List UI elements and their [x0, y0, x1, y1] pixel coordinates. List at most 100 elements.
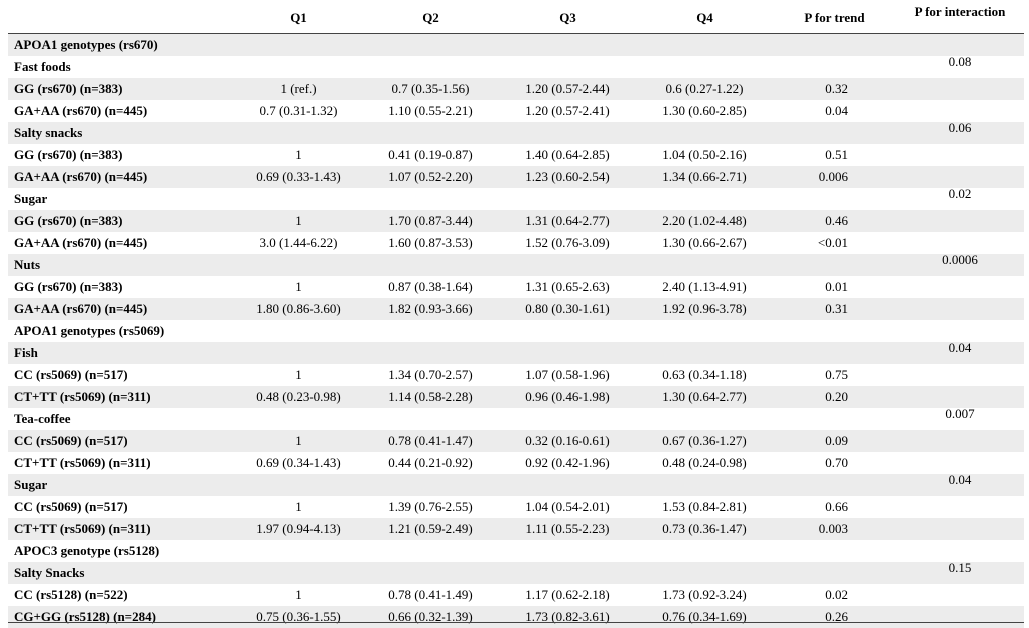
p-trend-cell: 0.20 [825, 389, 848, 404]
subgroup-row: Nuts 0.0006 [8, 252, 1024, 276]
table-row: GG (rs670) (n=383) 1 0.41 (0.19-0.87) 1.40 … [8, 144, 1024, 166]
header-cell-q4: Q4 [696, 10, 713, 25]
q2-cell: 1.10 (0.55-2.21) [388, 103, 473, 118]
q4-cell: 2.20 (1.02-4.48) [662, 213, 747, 228]
table-row: CC (rs5069) (n=517) 1 1.39 (0.76-2.55) 1.04… [8, 496, 1024, 518]
row-label: CT+TT (rs5069) (n=311) [14, 389, 151, 404]
q4-cell: 1.30 (0.66-2.67) [662, 235, 747, 250]
q1-cell: 0.69 (0.34-1.43) [256, 455, 341, 470]
q3-cell: 1.23 (0.60-2.54) [525, 169, 610, 184]
q4-cell: 1.30 (0.60-2.85) [662, 103, 747, 118]
table-row: CT+TT (rs5069) (n=311) 1.97 (0.94-4.13) 1.… [8, 518, 1024, 540]
table-row: GG (rs670) (n=383) 1 1.70 (0.87-3.44) 1.31 … [8, 210, 1024, 232]
header-cell-q2: Q2 [422, 10, 439, 25]
subgroup-row: Fast foods 0.08 [8, 54, 1024, 78]
q2-cell: 0.78 (0.41-1.49) [388, 587, 473, 602]
row-label: GA+AA (rs670) (n=445) [14, 235, 148, 250]
q3-cell: 1.40 (0.64-2.85) [525, 147, 610, 162]
p-trend-cell: 0.26 [825, 609, 848, 624]
q4-cell: 1.30 (0.64-2.77) [662, 389, 747, 404]
table-row: GA+AA (rs670) (n=445) 3.0 (1.44-6.22) 1.60… [8, 232, 1024, 254]
q3-cell: 1.20 (0.57-2.44) [525, 81, 610, 96]
q3-cell: 1.04 (0.54-2.01) [525, 499, 610, 514]
row-label: GA+AA (rs670) (n=445) [14, 103, 148, 118]
p-interaction-cell: 0.02 [948, 186, 972, 201]
p-interaction-cell: 0.04 [948, 472, 972, 487]
table-bottom-rule [8, 622, 1024, 623]
row-label: APOA1 genotypes (rs5069) [14, 323, 165, 338]
q2-cell: 1.34 (0.70-2.57) [388, 367, 473, 382]
p-trend-cell: <0.01 [817, 235, 848, 250]
row-label: Fish [14, 345, 38, 360]
q2-cell: 1.60 (0.87-3.53) [388, 235, 473, 250]
q3-cell: 0.92 (0.42-1.96) [525, 455, 610, 470]
q2-cell: 0.66 (0.32-1.39) [388, 609, 473, 624]
p-trend-cell: 0.02 [825, 587, 848, 602]
row-label: CT+TT (rs5069) (n=311) [14, 521, 151, 536]
q1-cell: 1 [295, 433, 302, 448]
section-header-row: APOA1 genotypes (rs670) [8, 34, 1024, 56]
row-label: CC (rs5069) (n=517) [14, 499, 128, 514]
q2-cell: 1.39 (0.76-2.55) [388, 499, 473, 514]
q2-cell: 1.70 (0.87-3.44) [388, 213, 473, 228]
q1-cell: 1.97 (0.94-4.13) [256, 521, 341, 536]
q3-cell: 1.31 (0.65-2.63) [525, 279, 610, 294]
p-trend-cell: 0.66 [825, 499, 848, 514]
q2-cell: 1.14 (0.58-2.28) [388, 389, 473, 404]
table-row: GA+AA (rs670) (n=445) 0.7 (0.31-1.32) 1.10… [8, 100, 1024, 122]
table-row: GA+AA (rs670) (n=445) 1.80 (0.86-3.60) 1.8… [8, 298, 1024, 320]
q4-cell: 1.92 (0.96-3.78) [662, 301, 747, 316]
q3-cell: 1.73 (0.82-3.61) [525, 609, 610, 624]
table-header-row: Q1 Q2 Q3 Q4 P for trend P for interactio… [8, 3, 1024, 34]
q1-cell: 0.75 (0.36-1.55) [256, 609, 341, 624]
row-label: GA+AA (rs670) (n=445) [14, 301, 148, 316]
q3-cell: 0.80 (0.30-1.61) [525, 301, 610, 316]
q1-cell: 0.69 (0.33-1.43) [256, 169, 341, 184]
q4-cell: 1.53 (0.84-2.81) [662, 499, 747, 514]
q4-cell: 1.73 (0.92-3.24) [662, 587, 747, 602]
q2-cell: 0.78 (0.41-1.47) [388, 433, 473, 448]
p-interaction-cell: 0.04 [948, 340, 972, 355]
p-interaction-cell: 0.06 [948, 120, 972, 135]
q2-cell: 0.41 (0.19-0.87) [388, 147, 473, 162]
q4-cell: 0.63 (0.34-1.18) [662, 367, 747, 382]
row-label: APOC3 genotype (rs5128) [14, 543, 160, 558]
row-label: APOA1 genotypes (rs670) [14, 37, 158, 52]
table-row: CG+GG (rs5128) (n=284) 0.75 (0.36-1.55) 0.… [8, 606, 1024, 628]
header-cell-q1: Q1 [290, 10, 307, 25]
table-row: CC (rs5069) (n=517) 1 1.34 (0.70-2.57) 1.07… [8, 364, 1024, 386]
table-row: CC (rs5128) (n=522) 1 0.78 (0.41-1.49) 1.17… [8, 584, 1024, 606]
p-trend-cell: 0.003 [818, 521, 848, 536]
table-body: APOA1 genotypes (rs670) Fast foods 0.08 GG … [8, 34, 1024, 628]
table-row: GG (rs670) (n=383) 1 (ref.) 0.7 (0.35-1.56… [8, 78, 1024, 100]
q2-cell: 0.7 (0.35-1.56) [391, 81, 470, 96]
p-interaction-cell: 0.15 [948, 560, 972, 575]
p-trend-cell: 0.09 [825, 433, 848, 448]
p-trend-cell: 0.51 [825, 147, 848, 162]
p-trend-cell: 0.31 [825, 301, 848, 316]
row-label: Nuts [14, 257, 41, 272]
row-label: Sugar [14, 477, 48, 492]
p-interaction-cell: 0.0006 [942, 252, 978, 267]
row-label: Salty snacks [14, 125, 83, 140]
q4-cell: 2.40 (1.13-4.91) [662, 279, 747, 294]
row-label: CC (rs5069) (n=517) [14, 433, 128, 448]
table-row: CC (rs5069) (n=517) 1 0.78 (0.41-1.47) 0.32… [8, 430, 1024, 452]
q3-cell: 1.52 (0.76-3.09) [525, 235, 610, 250]
q2-cell: 1.21 (0.59-2.49) [388, 521, 473, 536]
section-header-row: APOC3 genotype (rs5128) [8, 540, 1024, 562]
p-trend-cell: 0.46 [825, 213, 848, 228]
q4-cell: 0.73 (0.36-1.47) [662, 521, 747, 536]
p-trend-cell: 0.75 [825, 367, 848, 382]
q4-cell: 0.6 (0.27-1.22) [665, 81, 744, 96]
q3-cell: 1.17 (0.62-2.18) [525, 587, 610, 602]
row-label: GG (rs670) (n=383) [14, 213, 123, 228]
row-label: GG (rs670) (n=383) [14, 147, 123, 162]
p-interaction-cell: 0.08 [948, 54, 972, 69]
q3-cell: 1.11 (0.55-2.23) [525, 521, 610, 536]
row-label: Tea-coffee [14, 411, 71, 426]
q1-cell: 1 (ref.) [280, 81, 317, 96]
subgroup-row: Salty Snacks 0.15 [8, 560, 1024, 584]
subgroup-row: Tea-coffee 0.007 [8, 406, 1024, 430]
q3-cell: 0.32 (0.16-0.61) [525, 433, 610, 448]
